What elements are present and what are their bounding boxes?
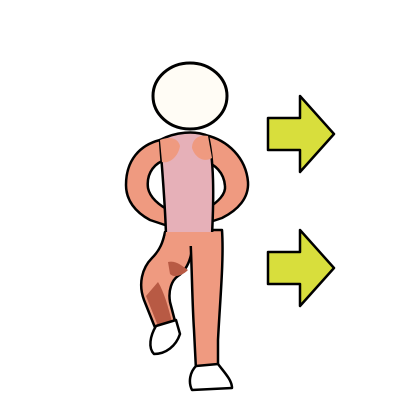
knee-shadow bbox=[168, 261, 188, 277]
standing-foot-shoe bbox=[188, 362, 234, 392]
right-arrow-icon bbox=[266, 228, 336, 308]
right-arrow-icon bbox=[266, 94, 336, 174]
hips bbox=[164, 232, 216, 246]
head-icon bbox=[151, 61, 229, 131]
raised-foot-shoe bbox=[149, 318, 182, 356]
standing-leg bbox=[188, 228, 224, 372]
left-shoulder bbox=[160, 138, 180, 163]
right-shoulder bbox=[192, 135, 212, 160]
raised-leg-shadow bbox=[146, 282, 172, 326]
figure bbox=[124, 61, 250, 392]
